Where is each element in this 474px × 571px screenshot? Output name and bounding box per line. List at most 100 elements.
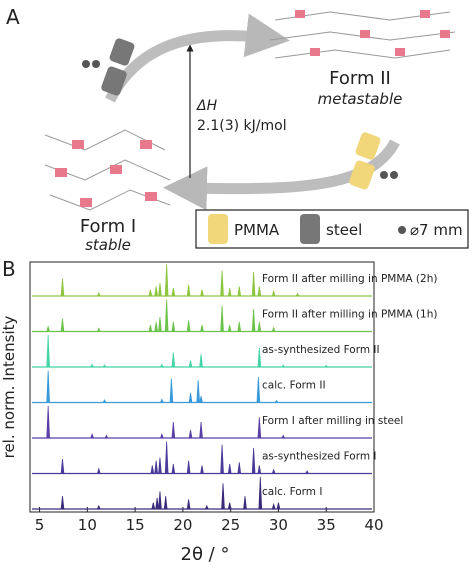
- steel-jar: [82, 38, 135, 96]
- peak: [159, 398, 164, 403]
- peak: [46, 334, 50, 368]
- peak: [155, 497, 159, 510]
- peak: [243, 496, 247, 510]
- peak: [237, 462, 242, 474]
- peak: [164, 299, 169, 332]
- peak: [158, 317, 162, 332]
- peak: [281, 434, 286, 439]
- peak: [323, 364, 329, 368]
- peak: [258, 476, 263, 510]
- x-tick-label: 40: [364, 516, 383, 534]
- peak: [188, 392, 193, 403]
- peak: [257, 465, 262, 474]
- peak: [220, 270, 224, 297]
- peak: [102, 364, 107, 368]
- peak: [251, 447, 256, 474]
- peak: [171, 287, 176, 297]
- peak: [227, 325, 232, 332]
- form2-structure: [269, 10, 456, 59]
- peak: [251, 309, 256, 332]
- peak: [96, 291, 101, 297]
- peak: [186, 499, 191, 510]
- peak: [281, 364, 286, 368]
- peak: [196, 380, 201, 403]
- peak: [188, 360, 193, 368]
- peak: [295, 292, 300, 297]
- peak: [186, 320, 191, 332]
- peak: [256, 376, 261, 403]
- peak: [159, 363, 164, 368]
- x-tick-label: 20: [173, 516, 192, 534]
- series-label: calc. Form I: [262, 486, 322, 498]
- peak: [151, 502, 156, 510]
- legend-ball-icon: [398, 226, 406, 234]
- peak: [200, 465, 204, 474]
- form1-structure: [44, 129, 171, 211]
- peak: [158, 283, 162, 297]
- peak: [96, 327, 101, 332]
- peak: [274, 399, 279, 403]
- peak: [276, 502, 281, 510]
- peak: [271, 502, 276, 510]
- peak: [148, 289, 153, 297]
- x-tick-label: 30: [269, 516, 288, 534]
- peak: [305, 470, 310, 474]
- peak: [154, 286, 158, 297]
- x-tick-label: 15: [126, 516, 145, 534]
- x-tick-label: 25: [221, 516, 240, 534]
- legend-label: PMMA: [234, 221, 280, 239]
- peak: [237, 286, 242, 297]
- panel-b: B rel. norm. Intensity 2θ / ° 5 10 15 20 25 3…: [0, 257, 437, 565]
- peak: [199, 354, 203, 368]
- peak: [186, 284, 191, 297]
- legend-label: ⌀7 mm: [410, 221, 463, 239]
- peak: [46, 405, 50, 439]
- legend-steel-icon: [300, 214, 320, 244]
- legend-box: [195, 209, 469, 249]
- peak: [96, 467, 101, 474]
- peak: [199, 396, 203, 403]
- peak: [154, 460, 158, 474]
- legend-pmma-icon: [208, 214, 228, 244]
- x-tick-label: 5: [35, 516, 45, 534]
- peak: [60, 278, 65, 297]
- x-axis-label: 2θ / °: [181, 544, 230, 565]
- series-label: Form I after milling in steel: [262, 415, 403, 427]
- peak: [158, 491, 162, 510]
- peak: [96, 504, 101, 510]
- dh-value: 2.1(3) kJ/mol: [197, 118, 287, 134]
- peak: [60, 459, 65, 474]
- series-label: as-synthesized Form I: [262, 451, 377, 463]
- peak: [163, 496, 168, 510]
- peak: [60, 496, 65, 510]
- peak: [257, 321, 262, 332]
- peak: [271, 326, 276, 332]
- pmma-jar: [349, 132, 398, 190]
- peak: [171, 321, 176, 332]
- peak: [169, 378, 174, 403]
- peak: [171, 352, 176, 368]
- peak: [46, 370, 50, 403]
- peak: [60, 318, 65, 332]
- peak: [188, 429, 193, 439]
- y-axis-label: rel. norm. Intensity: [0, 315, 18, 458]
- form1-sub: stable: [85, 236, 131, 254]
- series-label: as-synthesized Form II: [262, 344, 380, 356]
- peak: [204, 504, 209, 510]
- peak: [200, 325, 204, 332]
- peak: [159, 432, 164, 439]
- peak: [148, 325, 153, 332]
- peak: [200, 289, 204, 297]
- form1-label: Form I: [80, 216, 136, 237]
- peak: [164, 441, 169, 474]
- dh-label: ΔH: [196, 98, 218, 114]
- arrow-down: [163, 139, 400, 211]
- legend-label: steel: [326, 221, 362, 239]
- peak: [171, 421, 176, 439]
- peak: [227, 502, 232, 510]
- peak: [90, 363, 95, 368]
- peak: [220, 305, 224, 332]
- peak: [164, 263, 169, 297]
- series-label: Form II after milling in PMMA (2h): [262, 273, 437, 285]
